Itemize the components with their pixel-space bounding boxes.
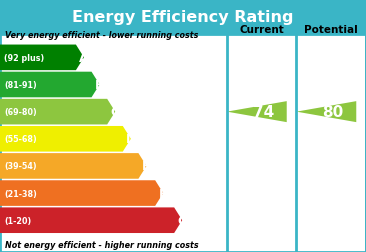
Text: Current: Current	[239, 25, 284, 35]
Text: A: A	[79, 52, 89, 65]
Text: (92 plus): (92 plus)	[4, 54, 45, 62]
Text: (21-38): (21-38)	[4, 189, 37, 198]
Text: G: G	[178, 214, 188, 227]
Polygon shape	[0, 180, 163, 206]
Text: (81-91): (81-91)	[4, 81, 37, 90]
Polygon shape	[0, 208, 182, 233]
Text: (1-20): (1-20)	[4, 216, 31, 225]
Polygon shape	[0, 45, 84, 71]
Text: C: C	[111, 106, 120, 119]
Text: Very energy efficient - lower running costs: Very energy efficient - lower running co…	[5, 31, 199, 40]
Text: B: B	[95, 79, 104, 92]
Text: F: F	[158, 187, 167, 200]
Bar	[0, 0, 366, 35]
Polygon shape	[0, 153, 146, 179]
Polygon shape	[0, 127, 131, 152]
Text: Energy Efficiency Rating: Energy Efficiency Rating	[72, 10, 294, 25]
Bar	[0, 35, 366, 252]
Text: Not energy efficient - higher running costs: Not energy efficient - higher running co…	[5, 240, 199, 249]
Polygon shape	[0, 72, 100, 98]
Text: E: E	[142, 160, 150, 173]
Text: (39-54): (39-54)	[4, 162, 37, 171]
Text: (69-80): (69-80)	[4, 108, 37, 117]
Polygon shape	[227, 102, 287, 123]
Text: D: D	[126, 133, 137, 146]
Text: 74: 74	[253, 105, 274, 120]
Text: (55-68): (55-68)	[4, 135, 37, 144]
Polygon shape	[0, 100, 115, 125]
Text: 80: 80	[322, 105, 344, 120]
Text: Potential: Potential	[305, 25, 358, 35]
Polygon shape	[296, 102, 356, 123]
